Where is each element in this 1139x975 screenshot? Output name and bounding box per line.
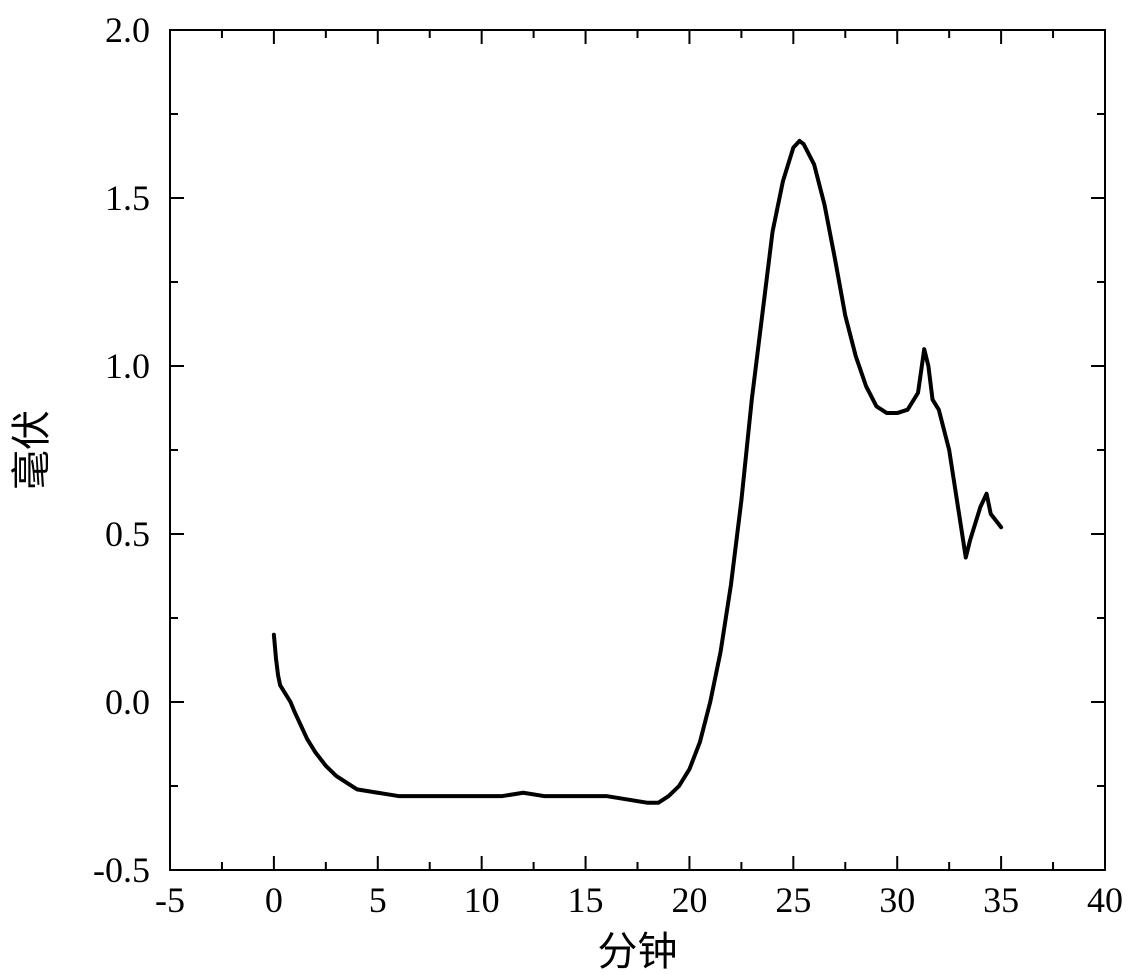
x-tick-label: 25 <box>775 880 811 920</box>
chart-container: -5 0 5 10 15 20 25 30 35 40 -0.5 0.0 0.5 1.0 1.5 2.0 毫伏分… <box>0 0 1139 975</box>
x-tick-label: 40 <box>1087 880 1123 920</box>
x-tick-label: 0 <box>265 880 283 920</box>
x-tick-label: -5 <box>155 880 185 920</box>
data-line <box>274 141 1001 803</box>
y-tick-label: 0.0 <box>105 682 150 722</box>
x-tick-label: 10 <box>464 880 500 920</box>
y-tick-label: 2.0 <box>105 10 150 50</box>
x-tick-label: 30 <box>879 880 915 920</box>
x-tick-label: 35 <box>983 880 1019 920</box>
x-tick-label: 5 <box>369 880 387 920</box>
x-tick-label: 15 <box>568 880 604 920</box>
y-tick-label: 1.5 <box>105 178 150 218</box>
y-axis-label: 毫伏 <box>9 410 54 490</box>
y-tick-label: 1.0 <box>105 346 150 386</box>
y-tick-label: -0.5 <box>93 850 150 890</box>
x-tick-label: 20 <box>671 880 707 920</box>
chart-svg: -5 0 5 10 15 20 25 30 35 40 -0.5 0.0 0.5 1.0 1.5 2.0 毫伏分… <box>0 0 1139 975</box>
x-axis-label: 分钟 <box>598 929 678 974</box>
y-tick-label: 0.5 <box>105 514 150 554</box>
